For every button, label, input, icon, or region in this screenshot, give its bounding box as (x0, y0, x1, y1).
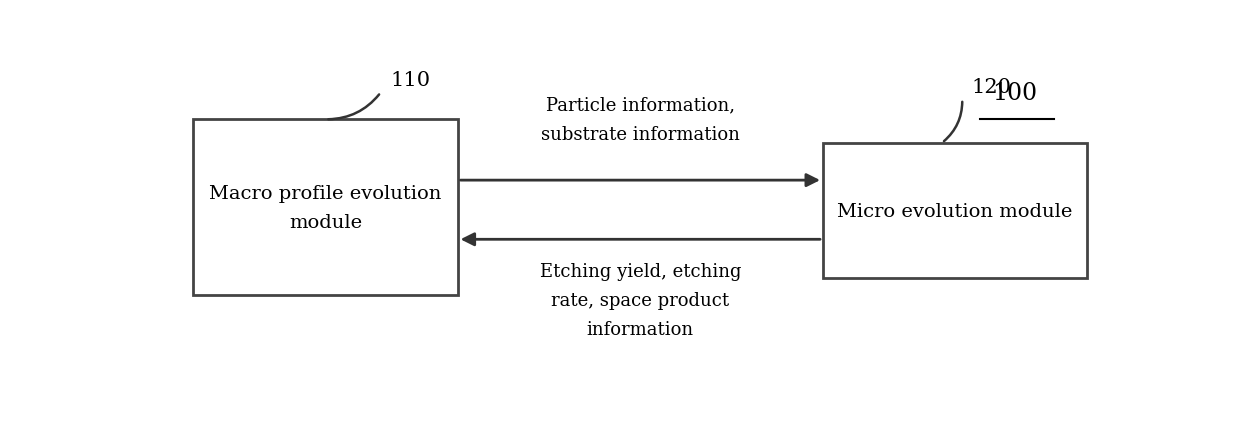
Bar (193, 120, 458, 295)
Text: Particle information,
substrate information: Particle information, substrate informat… (541, 96, 740, 144)
Bar (823, 144, 1087, 279)
Text: 120: 120 (972, 78, 1012, 96)
Text: Etching yield, etching
rate, space product
information: Etching yield, etching rate, space produ… (539, 262, 742, 339)
Text: 110: 110 (391, 71, 430, 90)
Text: 100: 100 (992, 81, 1038, 105)
Text: Macro profile evolution
module: Macro profile evolution module (210, 184, 441, 231)
Text: Micro evolution module: Micro evolution module (837, 202, 1073, 220)
